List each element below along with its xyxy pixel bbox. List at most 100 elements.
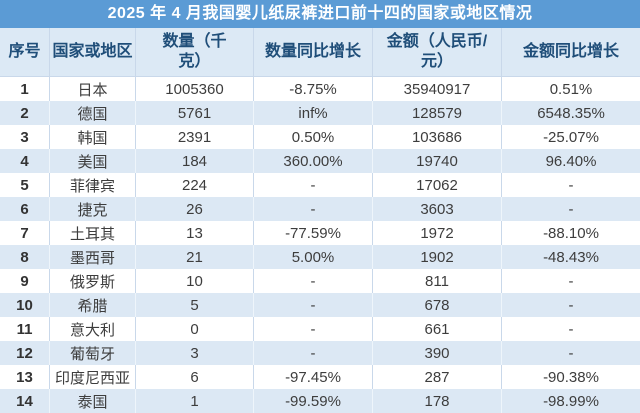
cell-country: 葡萄牙 <box>50 341 136 365</box>
cell-index: 10 <box>0 293 50 317</box>
cell-quantity-yoy: -77.59% <box>254 221 373 245</box>
table-row: 11 意大利 0 - 661 - <box>0 317 640 341</box>
cell-amount-yoy: - <box>502 293 640 317</box>
cell-amount-yoy: 96.40% <box>502 149 640 173</box>
cell-quantity: 10 <box>136 269 254 293</box>
cell-amount: 128579 <box>373 101 502 125</box>
header-row: 序号 国家或地区 数量（千克） 数量同比增长 金额（人民币/元） 金额同比增长 <box>0 28 640 77</box>
cell-amount: 35940917 <box>373 77 502 101</box>
cell-country: 日本 <box>50 77 136 101</box>
table-row: 12 葡萄牙 3 - 390 - <box>0 341 640 365</box>
cell-quantity: 184 <box>136 149 254 173</box>
column-header-quantity-yoy: 数量同比增长 <box>254 28 373 76</box>
cell-amount-yoy: -25.07% <box>502 125 640 149</box>
column-header-country: 国家或地区 <box>50 28 136 76</box>
cell-index: 13 <box>0 365 50 389</box>
cell-amount: 811 <box>373 269 502 293</box>
cell-quantity-yoy: inf% <box>254 101 373 125</box>
cell-country: 德国 <box>50 101 136 125</box>
cell-quantity: 5 <box>136 293 254 317</box>
cell-quantity-yoy: - <box>254 197 373 221</box>
cell-amount-yoy: -48.43% <box>502 245 640 269</box>
cell-amount: 19740 <box>373 149 502 173</box>
cell-country: 土耳其 <box>50 221 136 245</box>
column-header-quantity-label: 数量（千克） <box>162 33 227 70</box>
cell-amount-yoy: - <box>502 269 640 293</box>
cell-index: 12 <box>0 341 50 365</box>
cell-index: 5 <box>0 173 50 197</box>
table-title: 2025 年 4 月我国婴儿纸尿裤进口前十四的国家或地区情况 <box>0 0 640 28</box>
table-row: 2 德国 5761 inf% 128579 6548.35% <box>0 101 640 125</box>
cell-amount: 678 <box>373 293 502 317</box>
cell-index: 9 <box>0 269 50 293</box>
table-row: 5 菲律宾 224 - 17062 - <box>0 173 640 197</box>
cell-amount: 1902 <box>373 245 502 269</box>
cell-index: 1 <box>0 77 50 101</box>
cell-index: 4 <box>0 149 50 173</box>
cell-amount-yoy: - <box>502 341 640 365</box>
cell-index: 6 <box>0 197 50 221</box>
cell-quantity: 21 <box>136 245 254 269</box>
cell-amount: 1972 <box>373 221 502 245</box>
cell-country: 意大利 <box>50 317 136 341</box>
table-row: 4 美国 184 360.00% 19740 96.40% <box>0 149 640 173</box>
table-row: 9 俄罗斯 10 - 811 - <box>0 269 640 293</box>
cell-amount-yoy: 6548.35% <box>502 101 640 125</box>
column-header-quantity: 数量（千克） <box>136 28 254 76</box>
cell-quantity: 2391 <box>136 125 254 149</box>
cell-amount-yoy: - <box>502 197 640 221</box>
cell-quantity: 6 <box>136 365 254 389</box>
cell-index: 7 <box>0 221 50 245</box>
table-row: 13 印度尼西亚 6 -97.45% 287 -90.38% <box>0 365 640 389</box>
table-row: 6 捷克 26 - 3603 - <box>0 197 640 221</box>
cell-quantity-yoy: 5.00% <box>254 245 373 269</box>
cell-quantity: 13 <box>136 221 254 245</box>
cell-country: 菲律宾 <box>50 173 136 197</box>
cell-quantity-yoy: -8.75% <box>254 77 373 101</box>
table-row: 8 墨西哥 21 5.00% 1902 -48.43% <box>0 245 640 269</box>
cell-quantity-yoy: - <box>254 341 373 365</box>
cell-country: 美国 <box>50 149 136 173</box>
table-row: 1 日本 1005360 -8.75% 35940917 0.51% <box>0 77 640 101</box>
cell-quantity-yoy: -97.45% <box>254 365 373 389</box>
cell-index: 11 <box>0 317 50 341</box>
column-header-amount: 金额（人民币/元） <box>373 28 502 76</box>
column-header-amount-yoy: 金额同比增长 <box>522 43 619 60</box>
cell-quantity: 1 <box>136 389 254 413</box>
cell-quantity: 5761 <box>136 101 254 125</box>
cell-amount-yoy: -90.38% <box>502 365 640 389</box>
cell-quantity-yoy: - <box>254 173 373 197</box>
data-table: 序号 国家或地区 数量（千克） 数量同比增长 金额（人民币/元） 金额同比增长 … <box>0 28 640 413</box>
cell-amount-yoy: - <box>502 173 640 197</box>
cell-quantity: 224 <box>136 173 254 197</box>
cell-amount-yoy: -98.99% <box>502 389 640 413</box>
cell-quantity: 26 <box>136 197 254 221</box>
cell-country: 墨西哥 <box>50 245 136 269</box>
cell-amount: 661 <box>373 317 502 341</box>
cell-country: 俄罗斯 <box>50 269 136 293</box>
cell-amount: 390 <box>373 341 502 365</box>
cell-quantity-yoy: - <box>254 317 373 341</box>
cell-amount: 103686 <box>373 125 502 149</box>
cell-index: 2 <box>0 101 50 125</box>
cell-quantity: 1005360 <box>136 77 254 101</box>
cell-amount-yoy: -88.10% <box>502 221 640 245</box>
cell-quantity-yoy: - <box>254 293 373 317</box>
cell-amount-yoy: - <box>502 317 640 341</box>
table-row: 14 泰国 1 -99.59% 178 -98.99% <box>0 389 640 413</box>
cell-index: 3 <box>0 125 50 149</box>
cell-amount: 3603 <box>373 197 502 221</box>
cell-quantity-yoy: - <box>254 269 373 293</box>
cell-index: 8 <box>0 245 50 269</box>
cell-country: 泰国 <box>50 389 136 413</box>
column-header-amount-label: 金额（人民币/元） <box>386 33 488 70</box>
cell-quantity-yoy: -99.59% <box>254 389 373 413</box>
cell-amount: 17062 <box>373 173 502 197</box>
column-header-index: 序号 <box>0 28 50 76</box>
cell-country: 捷克 <box>50 197 136 221</box>
table-row: 10 希腊 5 - 678 - <box>0 293 640 317</box>
cell-quantity: 0 <box>136 317 254 341</box>
cell-index: 14 <box>0 389 50 413</box>
cell-country: 印度尼西亚 <box>50 365 136 389</box>
